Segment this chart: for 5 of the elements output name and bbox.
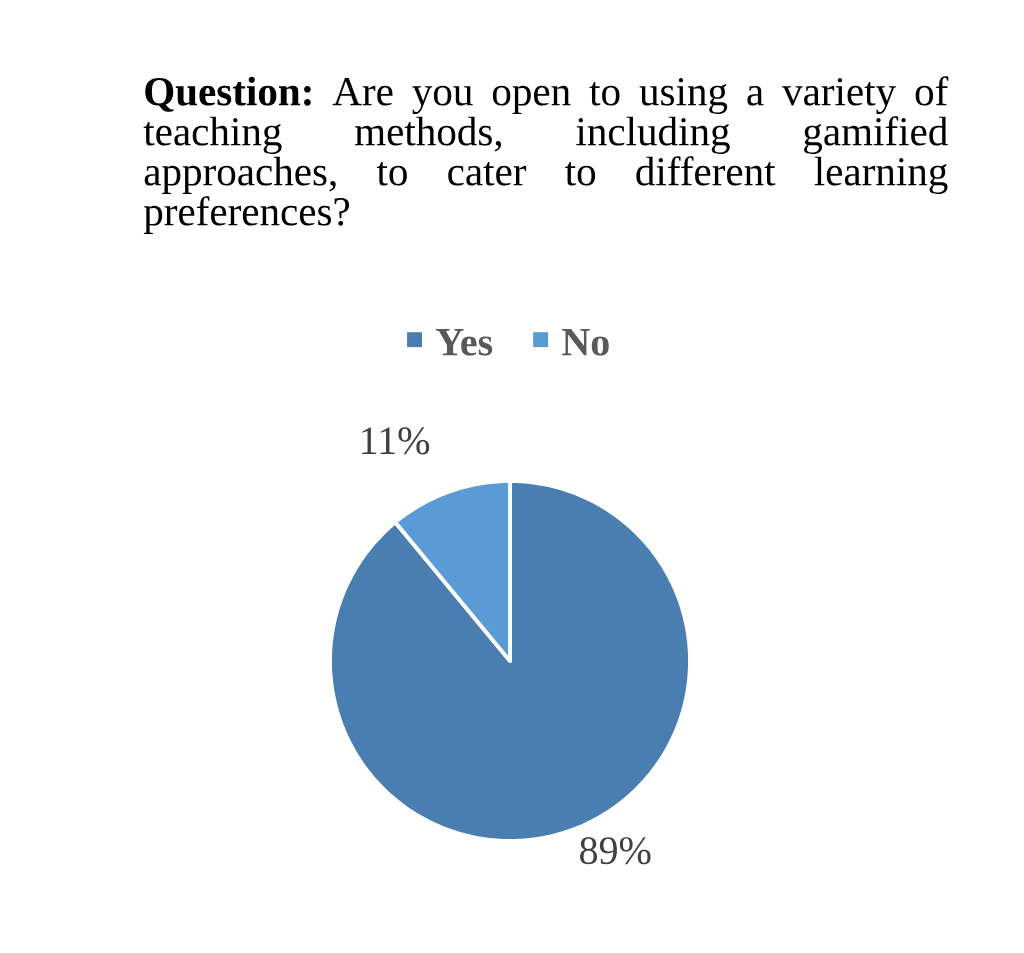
data-label: 89% <box>580 837 651 865</box>
data-label: 11% <box>362 427 430 455</box>
chart-title: Question: Are you open to using a variety of teaching methods, including gamified approaches, to cater to different learning preferences? <box>143 76 949 234</box>
legend-label: No <box>562 329 609 356</box>
legend-label: Yes <box>436 329 493 356</box>
